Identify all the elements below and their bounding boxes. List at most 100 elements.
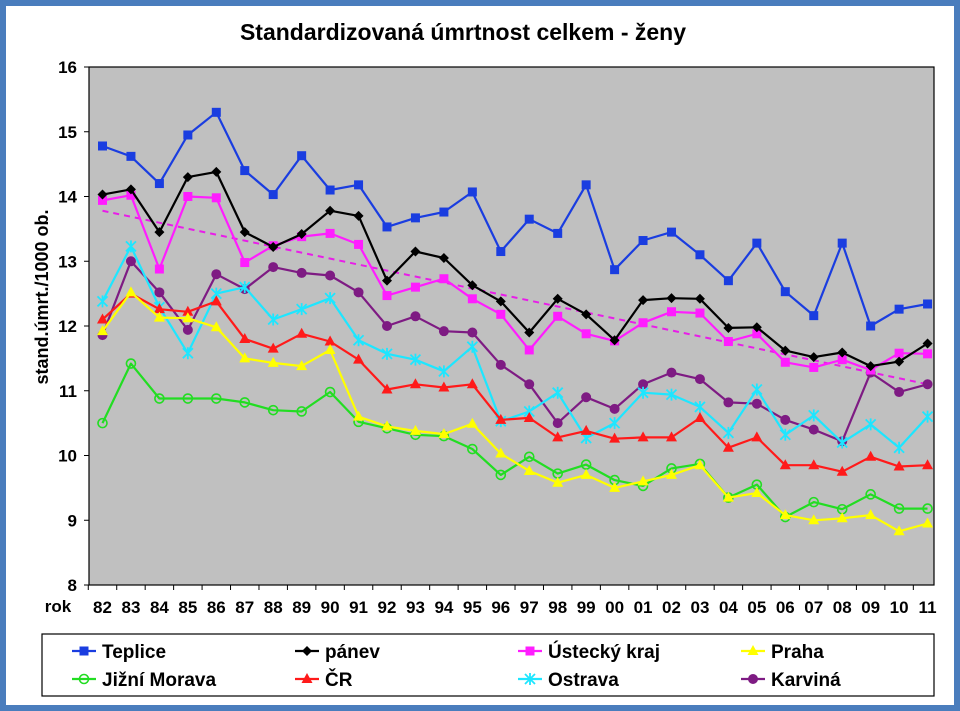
data-point [608, 417, 621, 430]
data-point [438, 326, 449, 337]
legend-label: pánev [325, 642, 380, 663]
legend-entry: Ostrava [518, 670, 619, 691]
data-point [182, 172, 193, 183]
chart-title: Standardizovaná úmrtnost celkem - ženy [240, 19, 686, 45]
legend-label: Teplice [102, 642, 166, 663]
x-tick-label: 88 [264, 598, 283, 617]
data-point [96, 295, 109, 308]
data-point [923, 299, 933, 309]
data-point [723, 322, 734, 333]
data-point [154, 264, 164, 274]
legend-entry: Jižní Morava [72, 670, 216, 691]
data-point [381, 347, 393, 360]
data-point [694, 400, 706, 413]
data-point [98, 141, 107, 151]
series-line [101, 291, 928, 533]
data-point [524, 673, 536, 685]
x-axis: 82 83 84 85 86 87 88 89 90 91 92 93 94 95 96 97 98 99 00 01… [87, 585, 937, 617]
data-point [126, 151, 136, 161]
series-layer [96, 107, 934, 536]
data-point [836, 465, 848, 476]
data-point [666, 293, 677, 304]
data-point [467, 327, 478, 338]
data-point [751, 383, 763, 396]
data-point [267, 356, 279, 367]
x-tick-label: 89 [292, 598, 311, 617]
y-axis: 8 9 10 11 12 13 14 15 16 [58, 58, 89, 595]
data-point [324, 292, 336, 305]
data-point [865, 509, 877, 520]
data-point [921, 410, 934, 423]
data-point [239, 397, 251, 408]
data-point [837, 347, 848, 358]
data-point [495, 469, 507, 481]
x-tick-label: 96 [491, 598, 510, 617]
data-point [496, 247, 506, 257]
data-point [552, 293, 563, 304]
data-point [748, 674, 758, 684]
x-tick-label: 00 [605, 598, 624, 617]
x-tick-label: 04 [719, 598, 738, 617]
data-point [751, 431, 763, 442]
data-point [609, 481, 621, 492]
series-line [101, 292, 928, 473]
legend-label: Praha [771, 642, 824, 663]
data-point [722, 426, 735, 439]
data-point [182, 312, 194, 323]
data-point [723, 397, 734, 408]
y-tick-label: 13 [58, 252, 77, 271]
y-axis-title: stand.úmrt./1000 ob. [32, 209, 52, 384]
data-point [382, 291, 392, 301]
data-point [722, 491, 734, 502]
data-point [747, 645, 759, 655]
data-point [552, 431, 564, 442]
data-point [923, 349, 933, 359]
data-point [126, 190, 136, 200]
data-point [438, 381, 450, 392]
data-point [894, 356, 905, 367]
data-point [324, 343, 336, 354]
data-point [153, 303, 165, 314]
data-point [865, 489, 876, 500]
trendline [102, 209, 928, 386]
data-point [666, 431, 677, 442]
x-tick-label: 11 [919, 598, 937, 617]
data-point [296, 406, 307, 417]
data-point [609, 432, 621, 443]
data-point [779, 509, 791, 520]
data-point [353, 410, 365, 421]
data-point [694, 459, 706, 470]
data-point [553, 311, 563, 321]
data-point [495, 296, 506, 307]
data-point [552, 418, 563, 429]
data-point [779, 459, 791, 470]
data-point [354, 239, 364, 249]
data-point [268, 190, 278, 200]
data-point [438, 428, 450, 439]
data-point [182, 305, 194, 316]
data-point [183, 192, 193, 201]
data-point [97, 313, 108, 324]
series-4 [97, 358, 933, 523]
data-point [125, 286, 137, 297]
data-point [466, 417, 478, 428]
data-point [922, 459, 934, 470]
data-point [637, 431, 649, 442]
data-point [240, 258, 250, 268]
data-point [638, 318, 648, 328]
data-point [467, 187, 477, 197]
data-point [922, 503, 933, 514]
data-point [154, 179, 164, 189]
x-tick-label: 87 [235, 598, 254, 617]
data-point [98, 195, 107, 205]
data-point [695, 308, 705, 318]
x-tick-label: 91 [349, 598, 368, 617]
data-point [409, 353, 422, 366]
x-tick-label: 08 [833, 598, 852, 617]
data-point [609, 403, 620, 414]
data-point [382, 222, 392, 232]
legend-entry: Ústecký kraj [518, 641, 660, 663]
data-point [439, 207, 449, 217]
data-point [752, 329, 762, 339]
data-point [467, 280, 478, 291]
